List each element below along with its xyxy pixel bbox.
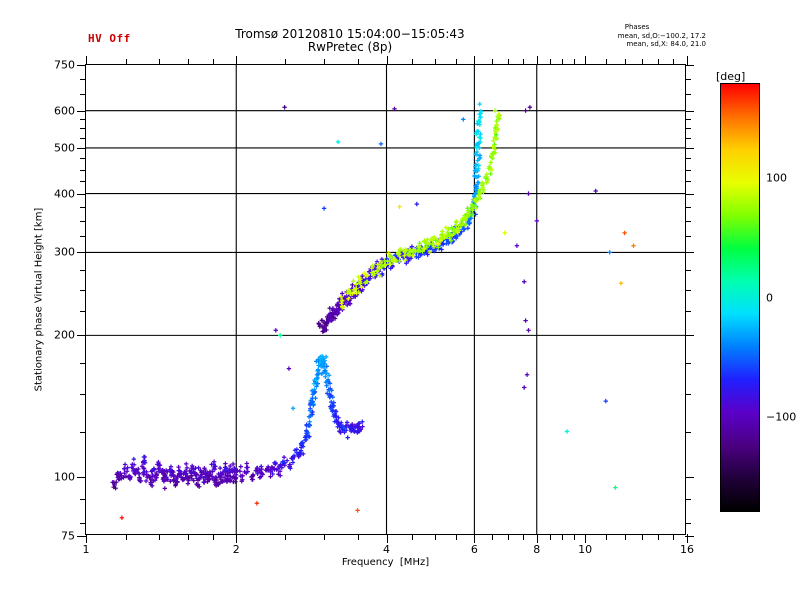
- phase-stats-x-mode: mean, sd,X: 84.0, 21.0: [626, 40, 706, 49]
- y-tick-label: 400: [54, 187, 75, 201]
- x-tick-label: 1: [82, 543, 90, 556]
- colorbar-tick-label: 100: [766, 171, 787, 185]
- x-tick-label: 10: [578, 543, 593, 556]
- data-canvas: [86, 65, 685, 534]
- hv-status-label: HV Off: [88, 32, 131, 45]
- phase-stats-header: Phases: [624, 23, 650, 31]
- y-tick-label: 500: [54, 141, 75, 155]
- y-tick-label: 200: [54, 328, 75, 342]
- colorbar-unit-label: [deg]: [716, 70, 746, 83]
- x-tick-label: 2: [232, 543, 240, 556]
- y-tick-label: 300: [54, 245, 75, 259]
- plot-title-line1: Tromsø 20120810 15:04:00−15:05:43: [235, 27, 465, 41]
- plot-area: 75 100 200 300 400 500 600 750 1 2 4 6 8 10 16: [54, 56, 694, 556]
- x-tick-label: 6: [470, 543, 478, 556]
- y-tick-label: 100: [54, 470, 75, 484]
- y-tick-label: 750: [54, 58, 75, 72]
- plot-title-line2: RwPretec (8p): [307, 40, 393, 54]
- y-axis-title-text: Stationary phase Virtual Height [km]: [33, 207, 45, 392]
- colorbar-tick-label: −100: [766, 410, 797, 424]
- phase-statistics-box: Phases mean, sd,O:−100.2, 17.2 mean, sd,…: [586, 23, 706, 49]
- scatter-points: [110, 101, 636, 520]
- x-axis-title: Frequency [MHz]: [341, 557, 430, 568]
- x-tick-label: 4: [383, 543, 390, 556]
- phase-colorbar: [720, 83, 760, 512]
- y-axis-title: Stationary phase Virtual Height [km]: [32, 64, 46, 535]
- phase-stats-o-mode: mean, sd,O:−100.2, 17.2: [617, 31, 706, 40]
- y-tick-label: 75: [61, 529, 75, 543]
- x-tick-label: 8: [533, 543, 541, 556]
- x-tick-label: 16: [680, 543, 694, 556]
- colorbar-tick-label: 0: [766, 291, 773, 304]
- grid-lines: [86, 65, 685, 534]
- y-tick-label: 600: [54, 104, 75, 118]
